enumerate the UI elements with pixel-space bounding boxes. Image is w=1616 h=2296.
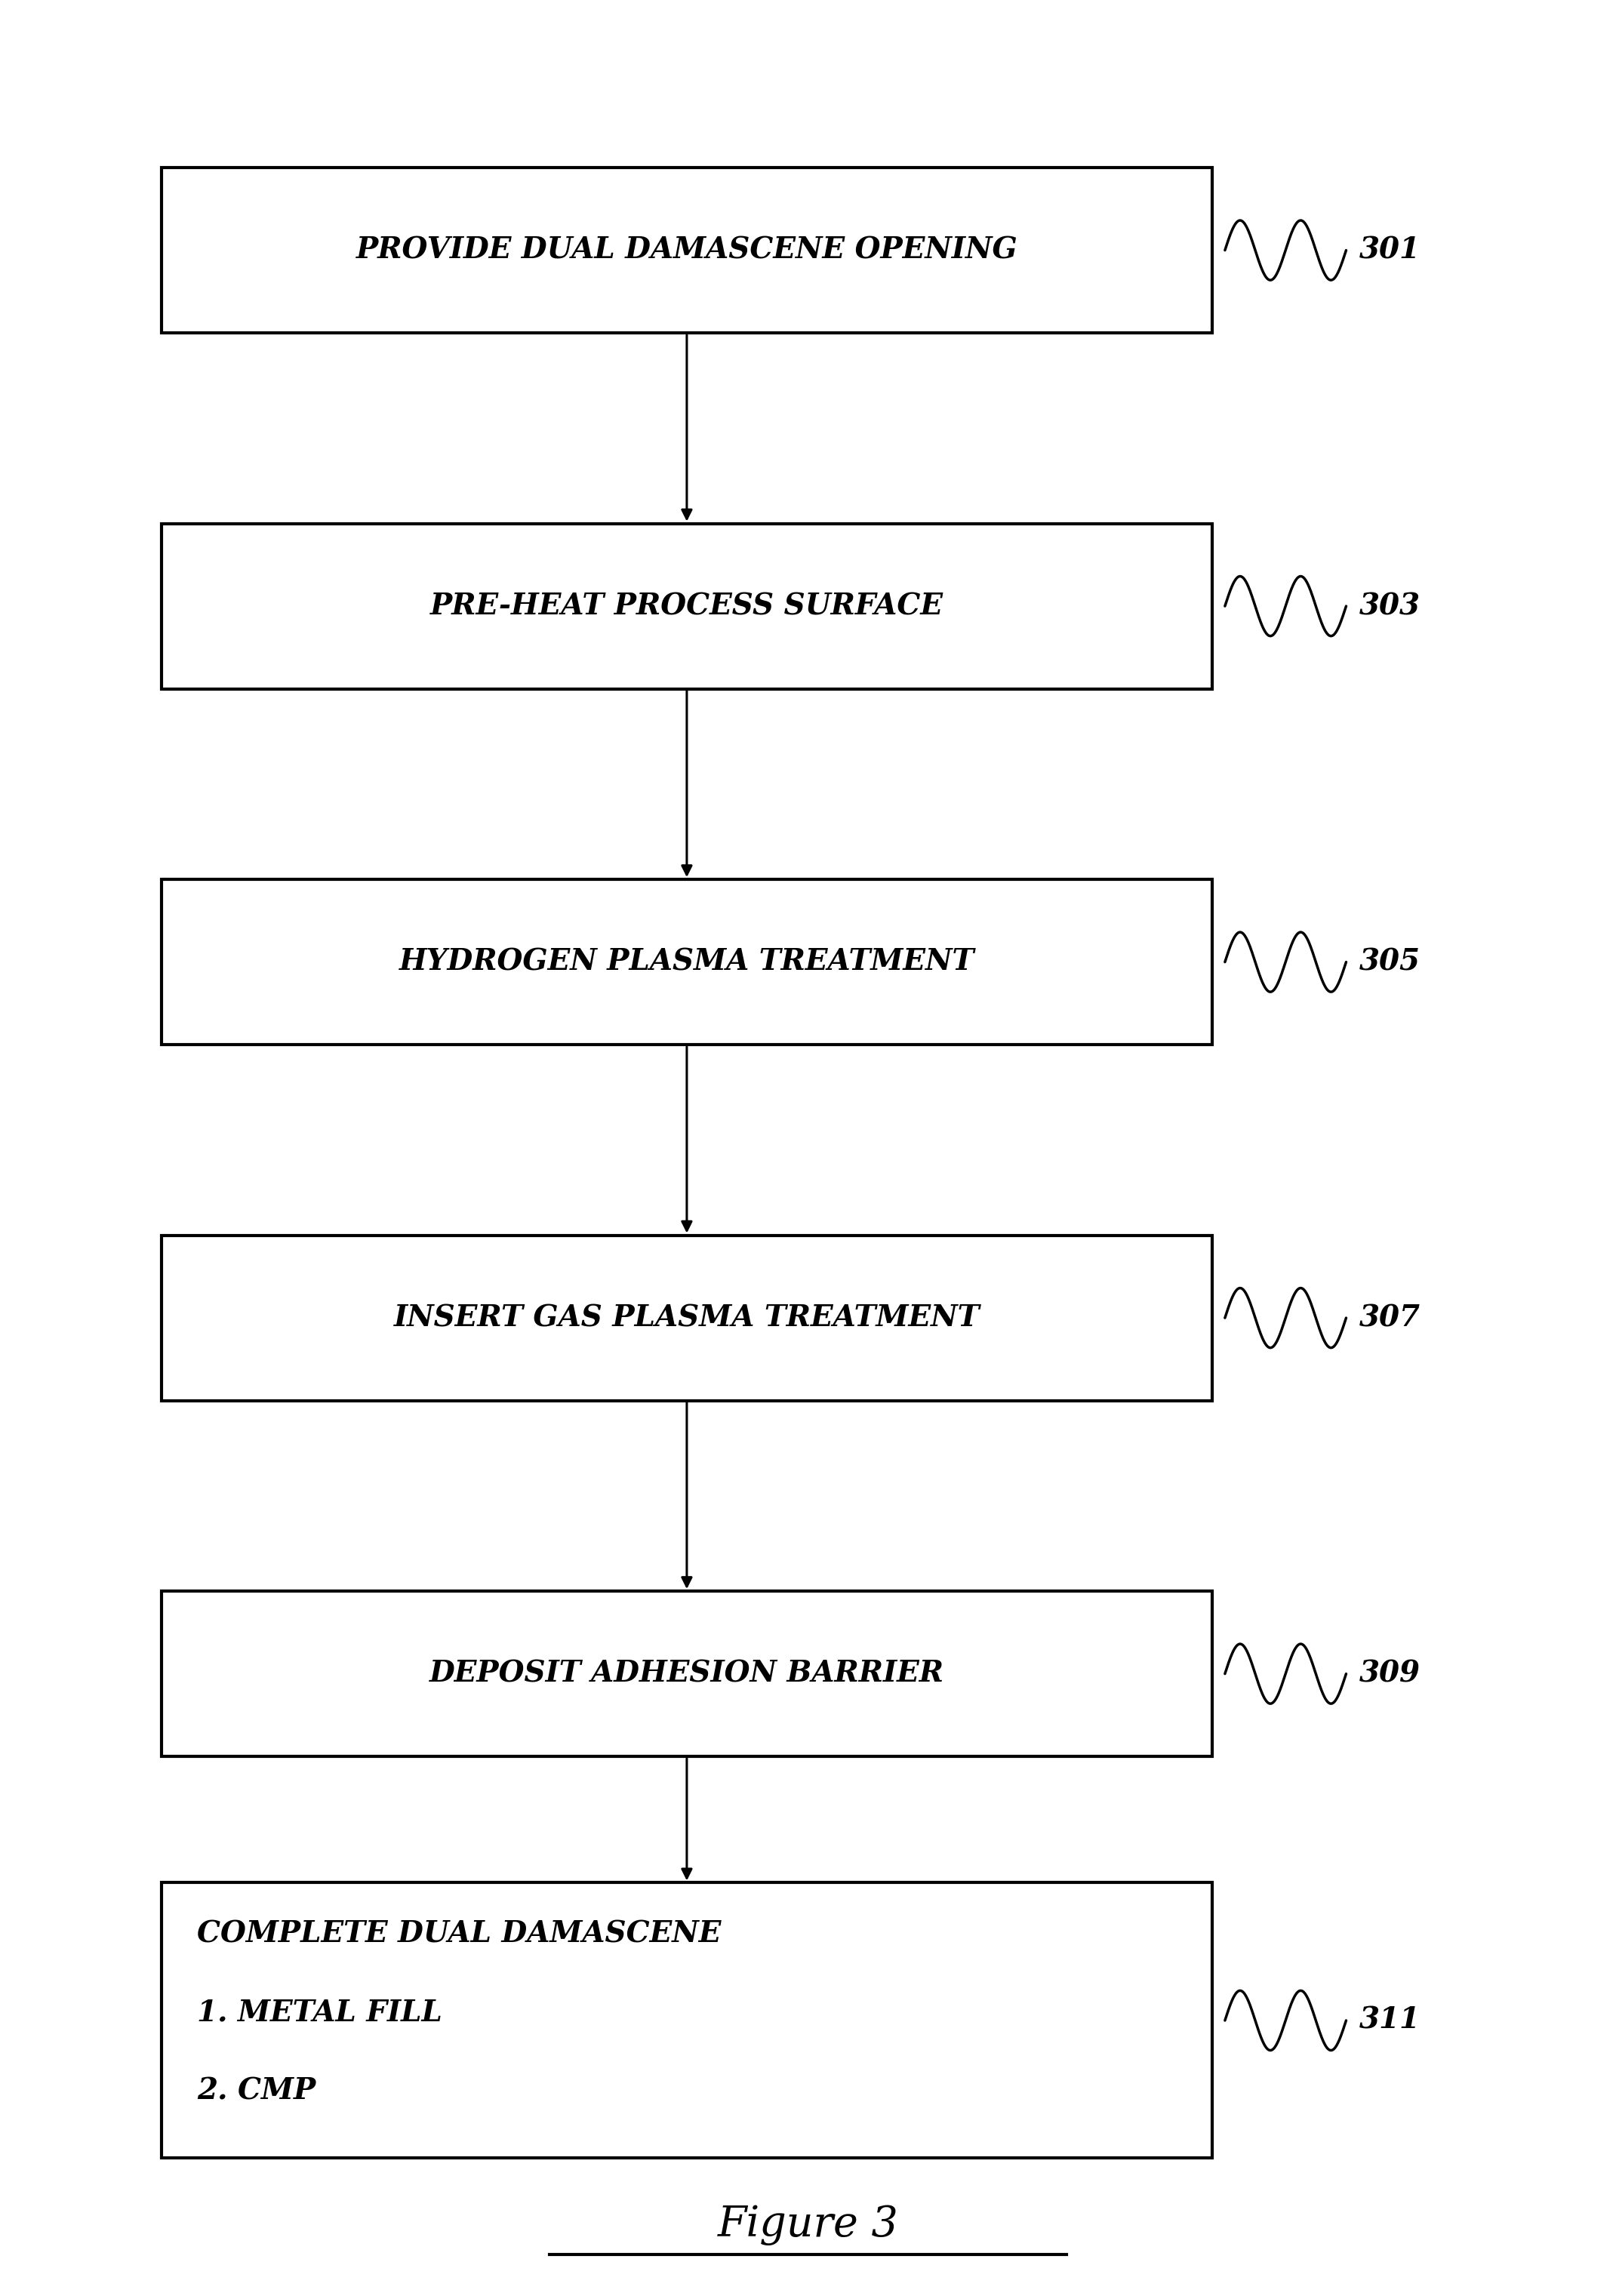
FancyBboxPatch shape [162, 1591, 1212, 1756]
FancyBboxPatch shape [162, 168, 1212, 333]
Text: HYDROGEN PLASMA TREATMENT: HYDROGEN PLASMA TREATMENT [399, 948, 974, 976]
Text: PROVIDE DUAL DAMASCENE OPENING: PROVIDE DUAL DAMASCENE OPENING [356, 236, 1018, 264]
Text: 309: 309 [1359, 1660, 1420, 1688]
FancyBboxPatch shape [162, 1883, 1212, 2158]
FancyBboxPatch shape [162, 879, 1212, 1045]
FancyBboxPatch shape [162, 523, 1212, 689]
Text: INSERT GAS PLASMA TREATMENT: INSERT GAS PLASMA TREATMENT [394, 1304, 979, 1332]
Text: 301: 301 [1359, 236, 1420, 264]
Text: 305: 305 [1359, 948, 1420, 976]
Text: COMPLETE DUAL DAMASCENE: COMPLETE DUAL DAMASCENE [197, 1919, 721, 1949]
Text: PRE-HEAT PROCESS SURFACE: PRE-HEAT PROCESS SURFACE [430, 592, 944, 620]
FancyBboxPatch shape [162, 1235, 1212, 1401]
Text: 307: 307 [1359, 1304, 1420, 1332]
Text: DEPOSIT ADHESION BARRIER: DEPOSIT ADHESION BARRIER [430, 1660, 944, 1688]
Text: 311: 311 [1359, 2007, 1420, 2034]
Text: 1. METAL FILL: 1. METAL FILL [197, 1998, 443, 2027]
Text: Figure 3: Figure 3 [718, 2204, 898, 2245]
Text: 303: 303 [1359, 592, 1420, 620]
Text: 2. CMP: 2. CMP [197, 2078, 315, 2105]
